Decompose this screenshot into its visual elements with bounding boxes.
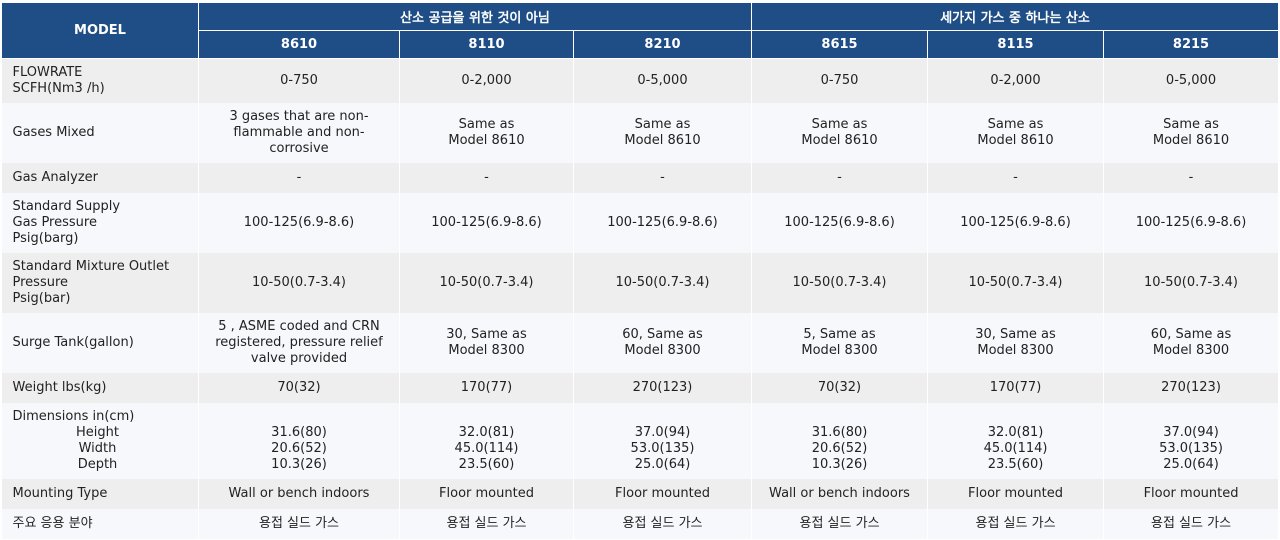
table-row: 주요 응용 분야 용접 실드 가스 용접 실드 가스 용접 실드 가스 용접 실… <box>1 508 1280 539</box>
model-code-8615: 8615 <box>751 30 929 59</box>
cell: 0-2,000 <box>927 58 1105 103</box>
row-label-gases-mixed: Gases Mixed <box>1 102 199 163</box>
cell: Same as Model 8610 <box>751 102 929 163</box>
row-label-gas-analyzer: Gas Analyzer <box>1 162 199 193</box>
cell: - <box>927 162 1105 193</box>
model-code-8115: 8115 <box>927 30 1105 59</box>
cell: 5, Same as Model 8300 <box>751 312 929 373</box>
cell: Same as Model 8610 <box>1103 102 1280 163</box>
table-row: Dimensions in(cm) Height Width Depth 31.6(8… <box>1 402 1280 479</box>
cell: - <box>1103 162 1280 193</box>
group-header-oxygen: 세가지 가스 중 하나는 산소 <box>751 2 1280 31</box>
table-row: Surge Tank(gallon) 5 , ASME coded and CR… <box>1 312 1280 373</box>
cell: 0-750 <box>198 58 400 103</box>
model-code-8210: 8210 <box>572 30 753 59</box>
cell: 100-125(6.9-8.6) <box>198 192 400 253</box>
cell: 용접 실드 가스 <box>1103 508 1280 539</box>
cell: - <box>751 162 929 193</box>
dimensions-width-label: Width <box>78 440 117 456</box>
table-row: Gas Analyzer - - - - - - <box>1 162 1280 193</box>
table-row: Weight lbs(kg) 70(32) 170(77) 270(123) 7… <box>1 372 1280 403</box>
group-header-non-oxygen: 산소 공급을 위한 것이 아님 <box>197 2 753 31</box>
cell: 100-125(6.9-8.6) <box>927 192 1105 253</box>
dimensions-label: Dimensions in(cm) <box>12 408 135 424</box>
table-row: FLOWRATE SCFH(Nm3 /h) 0-750 0-2,000 0-5,… <box>1 58 1280 103</box>
cell: 100-125(6.9-8.6) <box>573 192 753 253</box>
cell: 30, Same as Model 8300 <box>399 312 574 373</box>
cell: 100-125(6.9-8.6) <box>1103 192 1280 253</box>
cell: 32.0(81) 45.0(114) 23.5(60) <box>927 402 1105 479</box>
table-row: Gases Mixed 3 gases that are non- flamma… <box>1 102 1280 163</box>
cell: Wall or bench indoors <box>198 478 400 509</box>
model-code-8610: 8610 <box>198 30 400 59</box>
row-label-mounting-type: Mounting Type <box>1 478 199 509</box>
cell: 용접 실드 가스 <box>573 508 753 539</box>
cell: - <box>198 162 400 193</box>
cell: 5 , ASME coded and CRN registered, press… <box>198 312 400 373</box>
cell: 10-50(0.7-3.4) <box>399 252 574 313</box>
cell: 10-50(0.7-3.4) <box>573 252 753 313</box>
cell: 31.6(80) 20.6(52) 10.3(26) <box>751 402 929 479</box>
cell: Floor mounted <box>1103 478 1280 509</box>
cell: Same as Model 8610 <box>399 102 574 163</box>
cell: 37.0(94) 53.0(135) 25.0(64) <box>573 402 753 479</box>
cell: 37.0(94) 53.0(135) 25.0(64) <box>1103 402 1280 479</box>
cell: 0-750 <box>751 58 929 103</box>
cell: 용접 실드 가스 <box>751 508 929 539</box>
table-row: Standard Supply Gas Pressure Psig(barg) … <box>1 192 1280 253</box>
cell: 60, Same as Model 8300 <box>573 312 753 373</box>
cell: 270(123) <box>573 372 753 403</box>
row-label-weight: Weight lbs(kg) <box>1 372 199 403</box>
row-label-applications: 주요 응용 분야 <box>1 508 199 539</box>
cell: 170(77) <box>399 372 574 403</box>
cell: 3 gases that are non- flammable and non-… <box>198 102 400 163</box>
model-code-8215: 8215 <box>1103 30 1280 59</box>
row-label-dimensions: Dimensions in(cm) Height Width Depth <box>1 402 199 479</box>
cell: 10-50(0.7-3.4) <box>198 252 400 313</box>
cell: 10-50(0.7-3.4) <box>927 252 1105 313</box>
row-label-flowrate: FLOWRATE SCFH(Nm3 /h) <box>1 58 199 103</box>
row-label-surge-tank: Surge Tank(gallon) <box>1 312 199 373</box>
cell: 270(123) <box>1103 372 1280 403</box>
cell: 100-125(6.9-8.6) <box>399 192 574 253</box>
cell: Wall or bench indoors <box>751 478 929 509</box>
model-header: MODEL <box>1 2 199 59</box>
model-code-8110: 8110 <box>399 30 574 59</box>
cell: - <box>573 162 753 193</box>
table-row: Standard Mixture Outlet Pressure Psig(ba… <box>1 252 1280 313</box>
cell: 32.0(81) 45.0(114) 23.5(60) <box>399 402 574 479</box>
cell: 100-125(6.9-8.6) <box>751 192 929 253</box>
row-label-outlet-pressure: Standard Mixture Outlet Pressure Psig(ba… <box>1 252 199 313</box>
dimensions-depth-label: Depth <box>77 456 118 472</box>
cell: - <box>399 162 574 193</box>
cell: 10-50(0.7-3.4) <box>751 252 929 313</box>
cell: Floor mounted <box>927 478 1105 509</box>
cell: 170(77) <box>927 372 1105 403</box>
cell: Same as Model 8610 <box>927 102 1105 163</box>
dimensions-height-label: Height <box>76 424 119 440</box>
cell: 용접 실드 가스 <box>399 508 574 539</box>
table-row: Mounting Type Wall or bench indoors Floo… <box>1 478 1280 509</box>
cell: 10-50(0.7-3.4) <box>1103 252 1280 313</box>
cell: 70(32) <box>751 372 929 403</box>
cell: Same as Model 8610 <box>573 102 753 163</box>
cell: 31.6(80) 20.6(52) 10.3(26) <box>198 402 400 479</box>
cell: 용접 실드 가스 <box>927 508 1105 539</box>
cell: 0-5,000 <box>1103 58 1280 103</box>
cell: 0-5,000 <box>573 58 753 103</box>
cell: Floor mounted <box>573 478 753 509</box>
cell: 0-2,000 <box>399 58 574 103</box>
row-label-supply-pressure: Standard Supply Gas Pressure Psig(barg) <box>1 192 199 253</box>
cell: 60, Same as Model 8300 <box>1103 312 1280 373</box>
cell: 70(32) <box>198 372 400 403</box>
cell: 용접 실드 가스 <box>198 508 400 539</box>
cell: 30, Same as Model 8300 <box>927 312 1105 373</box>
cell: Floor mounted <box>399 478 574 509</box>
